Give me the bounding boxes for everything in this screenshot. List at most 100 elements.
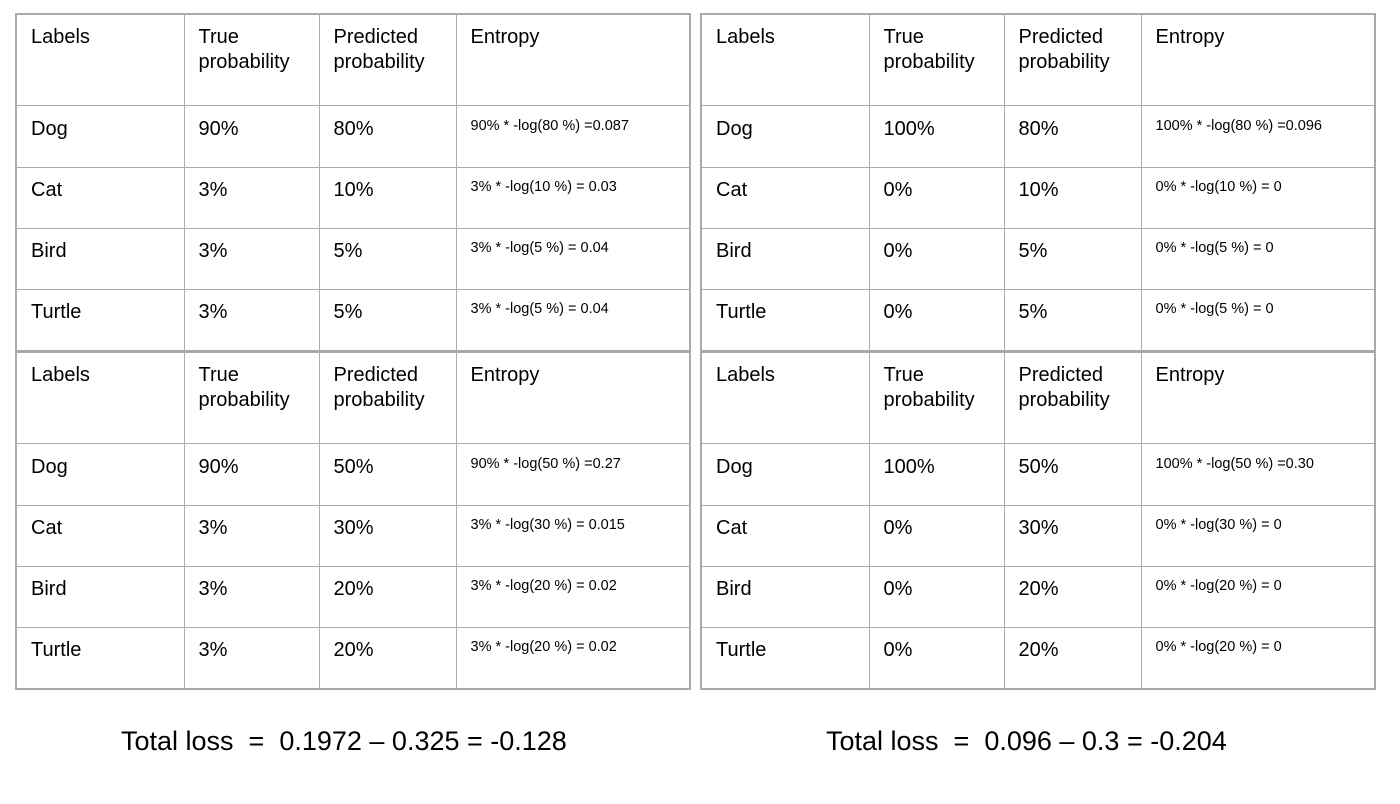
header-predicted-probability: Predicted probability: [1003, 351, 1142, 444]
header-entropy: Entropy: [455, 13, 691, 106]
true-probability-cell: 3%: [183, 289, 320, 352]
entropy-cell: 3% * -log(20 %) = 0.02: [455, 627, 691, 690]
table-row: Dog 90% 50% 90% * -log(50 %) =0.27: [15, 443, 691, 506]
table-row: Dog 100% 50% 100% * -log(50 %) =0.30: [700, 443, 1376, 506]
predicted-probability-cell: 50%: [1003, 443, 1142, 506]
entropy-cell: 0% * -log(5 %) = 0: [1140, 289, 1376, 352]
label-cell: Cat: [15, 167, 185, 229]
table-row: Bird 0% 5% 0% * -log(5 %) = 0: [700, 228, 1376, 290]
entropy-table-top-left: Labels True probability Predicted probabilit…: [15, 13, 691, 352]
predicted-probability-cell: 30%: [318, 505, 457, 567]
header-true-probability: True probability: [183, 13, 320, 106]
true-probability-cell: 3%: [183, 228, 320, 290]
header-row: Labels True probability Predicted probabilit…: [700, 13, 1376, 106]
predicted-probability-cell: 20%: [318, 627, 457, 690]
label-cell: Turtle: [700, 289, 870, 352]
header-labels: Labels: [700, 13, 870, 106]
predicted-probability-cell: 20%: [1003, 566, 1142, 628]
table-row: Cat 0% 30% 0% * -log(30 %) = 0: [700, 505, 1376, 567]
table-row: Turtle 3% 5% 3% * -log(5 %) = 0.04: [15, 289, 691, 352]
entropy-cell: 0% * -log(20 %) = 0: [1140, 566, 1376, 628]
label-cell: Turtle: [15, 289, 185, 352]
true-probability-cell: 3%: [183, 505, 320, 567]
predicted-probability-cell: 10%: [318, 167, 457, 229]
entropy-cell: 3% * -log(5 %) = 0.04: [455, 228, 691, 290]
header-true-probability: True probability: [868, 13, 1005, 106]
entropy-table-bottom-left: Labels True probability Predicted probabilit…: [15, 351, 691, 690]
predicted-probability-cell: 50%: [318, 443, 457, 506]
table-row: Turtle 3% 20% 3% * -log(20 %) = 0.02: [15, 627, 691, 690]
label-cell: Bird: [15, 228, 185, 290]
label-cell: Cat: [700, 167, 870, 229]
label-cell: Dog: [700, 443, 870, 506]
header-predicted-probability: Predicted probability: [318, 13, 457, 106]
predicted-probability-cell: 5%: [1003, 228, 1142, 290]
entropy-cell: 3% * -log(5 %) = 0.04: [455, 289, 691, 352]
true-probability-cell: 3%: [183, 566, 320, 628]
table-row: Dog 90% 80% 90% * -log(80 %) =0.087: [15, 105, 691, 168]
entropy-cell: 3% * -log(30 %) = 0.015: [455, 505, 691, 567]
predicted-probability-cell: 80%: [1003, 105, 1142, 168]
predicted-probability-cell: 20%: [1003, 627, 1142, 690]
header-predicted-probability: Predicted probability: [318, 351, 457, 444]
header-labels: Labels: [700, 351, 870, 444]
true-probability-cell: 0%: [868, 289, 1005, 352]
header-entropy: Entropy: [455, 351, 691, 444]
true-probability-cell: 100%: [868, 105, 1005, 168]
header-row: Labels True probability Predicted probabilit…: [15, 13, 691, 106]
entropy-cell: 0% * -log(10 %) = 0: [1140, 167, 1376, 229]
table-row: Bird 3% 20% 3% * -log(20 %) = 0.02: [15, 566, 691, 628]
entropy-cell: 3% * -log(20 %) = 0.02: [455, 566, 691, 628]
predicted-probability-cell: 5%: [318, 228, 457, 290]
entropy-cell: 100% * -log(80 %) =0.096: [1140, 105, 1376, 168]
table-row: Bird 0% 20% 0% * -log(20 %) = 0: [700, 566, 1376, 628]
label-cell: Bird: [700, 228, 870, 290]
header-true-probability: True probability: [183, 351, 320, 444]
header-row: Labels True probability Predicted probabilit…: [15, 351, 691, 444]
true-probability-cell: 90%: [183, 105, 320, 168]
table-row: Cat 0% 10% 0% * -log(10 %) = 0: [700, 167, 1376, 229]
table-row: Cat 3% 30% 3% * -log(30 %) = 0.015: [15, 505, 691, 567]
table-row: Turtle 0% 5% 0% * -log(5 %) = 0: [700, 289, 1376, 352]
label-cell: Turtle: [700, 627, 870, 690]
entropy-table-bottom-right: Labels True probability Predicted probabilit…: [700, 351, 1376, 690]
label-cell: Bird: [700, 566, 870, 628]
entropy-cell: 0% * -log(30 %) = 0: [1140, 505, 1376, 567]
label-cell: Dog: [700, 105, 870, 168]
header-labels: Labels: [15, 13, 185, 106]
label-cell: Turtle: [15, 627, 185, 690]
entropy-cell: 3% * -log(10 %) = 0.03: [455, 167, 691, 229]
total-loss-right: Total loss = 0.096 – 0.3 = -0.204: [826, 726, 1227, 756]
label-cell: Bird: [15, 566, 185, 628]
predicted-probability-cell: 5%: [1003, 289, 1142, 352]
true-probability-cell: 3%: [183, 627, 320, 690]
predicted-probability-cell: 80%: [318, 105, 457, 168]
entropy-cell: 90% * -log(50 %) =0.27: [455, 443, 691, 506]
table-row: Cat 3% 10% 3% * -log(10 %) = 0.03: [15, 167, 691, 229]
entropy-table-top-right: Labels True probability Predicted probabilit…: [700, 13, 1376, 352]
label-cell: Cat: [15, 505, 185, 567]
entropy-cell: 100% * -log(50 %) =0.30: [1140, 443, 1376, 506]
header-true-probability: True probability: [868, 351, 1005, 444]
entropy-cell: 90% * -log(80 %) =0.087: [455, 105, 691, 168]
true-probability-cell: 0%: [868, 505, 1005, 567]
true-probability-cell: 0%: [868, 566, 1005, 628]
true-probability-cell: 90%: [183, 443, 320, 506]
true-probability-cell: 0%: [868, 167, 1005, 229]
true-probability-cell: 3%: [183, 167, 320, 229]
entropy-cell: 0% * -log(20 %) = 0: [1140, 627, 1376, 690]
predicted-probability-cell: 30%: [1003, 505, 1142, 567]
table-row: Dog 100% 80% 100% * -log(80 %) =0.096: [700, 105, 1376, 168]
label-cell: Dog: [15, 443, 185, 506]
header-row: Labels True probability Predicted probabilit…: [700, 351, 1376, 444]
predicted-probability-cell: 10%: [1003, 167, 1142, 229]
true-probability-cell: 100%: [868, 443, 1005, 506]
header-entropy: Entropy: [1140, 351, 1376, 444]
header-labels: Labels: [15, 351, 185, 444]
true-probability-cell: 0%: [868, 228, 1005, 290]
header-predicted-probability: Predicted probability: [1003, 13, 1142, 106]
table-row: Turtle 0% 20% 0% * -log(20 %) = 0: [700, 627, 1376, 690]
predicted-probability-cell: 5%: [318, 289, 457, 352]
header-entropy: Entropy: [1140, 13, 1376, 106]
entropy-cell: 0% * -log(5 %) = 0: [1140, 228, 1376, 290]
